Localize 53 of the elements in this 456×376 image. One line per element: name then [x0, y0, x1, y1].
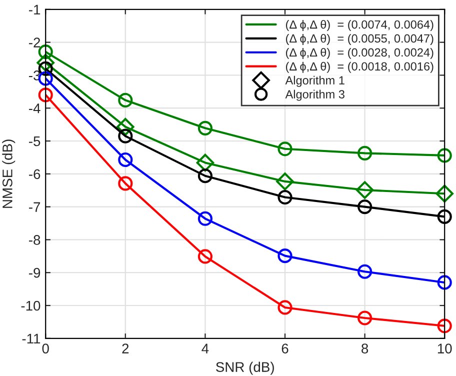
- point: [118, 128, 133, 144]
- point: [276, 172, 294, 190]
- point: [358, 200, 372, 214]
- point: [278, 142, 292, 156]
- point: [358, 146, 372, 160]
- point: [437, 148, 452, 163]
- point: [116, 118, 134, 136]
- point: [437, 209, 452, 224]
- legend-label: (Δ ϕ,Δ θ) = (0.0055, 0.0047): [286, 34, 434, 45]
- point: [358, 264, 372, 279]
- x-axis-title: SNR (dB): [216, 362, 274, 375]
- point: [118, 176, 133, 191]
- point: [118, 92, 133, 108]
- legend-label: (Δ ϕ,Δ θ) = (0.0074, 0.0064): [286, 20, 434, 32]
- y-axis-title: NMSE (dB): [2, 140, 16, 208]
- point: [436, 184, 454, 203]
- point: [118, 152, 133, 168]
- annotation: Algorithm 1: [285, 76, 344, 87]
- point: [38, 88, 53, 102]
- y-tick-label: -2: [29, 38, 40, 48]
- y-tick-label: -11: [22, 334, 40, 344]
- point: [437, 275, 452, 290]
- point: [278, 300, 292, 315]
- y-tick-label: -6: [29, 169, 40, 180]
- point: [36, 54, 54, 72]
- x-tick-label: 6: [282, 344, 288, 354]
- point: [278, 248, 292, 264]
- point: [38, 44, 53, 60]
- x-tick-label: 2: [122, 344, 129, 354]
- point: [38, 71, 53, 86]
- point: [198, 120, 212, 136]
- y-tick-label: -5: [29, 136, 40, 146]
- legend-label: (Δ ϕ,Δ θ) = (0.0018, 0.0016): [286, 62, 434, 73]
- point: [198, 168, 212, 184]
- y-tick-label: -7: [29, 202, 40, 212]
- point: [356, 181, 374, 199]
- y-tick-label: -1: [29, 4, 40, 14]
- y-tick-label: -9: [29, 268, 40, 278]
- y-tick-label: -8: [29, 235, 40, 245]
- x-tick-label: 8: [362, 344, 368, 354]
- legend-label: (Δ ϕ,Δ θ) = (0.0028, 0.0024): [286, 48, 434, 59]
- point: [358, 310, 372, 326]
- x-tick-label: 4: [202, 344, 209, 354]
- point: [196, 154, 214, 172]
- point: [278, 190, 292, 205]
- y-tick-label: -10: [21, 300, 40, 311]
- point: [437, 318, 452, 334]
- y-tick-label: -4: [29, 104, 40, 114]
- x-tick-label: 0: [42, 344, 49, 354]
- point: [198, 211, 212, 226]
- annotation: Algorithm 3: [285, 90, 344, 101]
- x-tick-label: 10: [438, 344, 452, 354]
- point: [198, 249, 212, 264]
